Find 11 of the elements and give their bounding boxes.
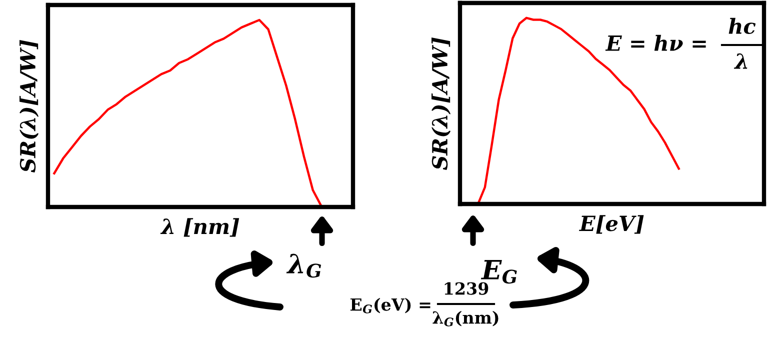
text: λ [734, 53, 748, 69]
text: λ$_{G}$ [286, 254, 322, 278]
y-axis-title: SR(λ)[A/W] [432, 38, 451, 170]
text: λ$_{G}$(nm) [432, 310, 498, 326]
annotation: E = hν = [605, 34, 706, 51]
x-axis-title: λ [nm] [160, 218, 240, 237]
text: 1239 [444, 282, 488, 295]
x-axis-title: E[eV] [579, 215, 644, 234]
text: E$_{G}$(eV) = [350, 298, 430, 314]
text: hc [728, 18, 756, 34]
y-axis-title: SR(λ)[A/W] [20, 40, 39, 173]
